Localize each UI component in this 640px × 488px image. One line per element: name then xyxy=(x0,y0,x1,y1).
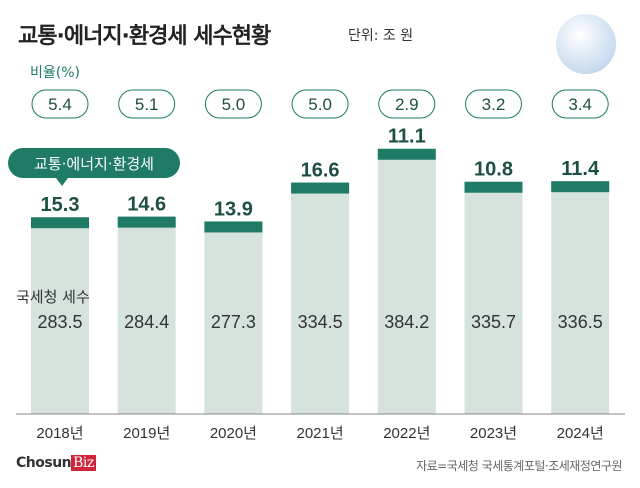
total-series-label: 국세청 세수 xyxy=(16,288,90,306)
tax-value-label: 11.4 xyxy=(561,158,600,180)
total-value-label: 334.5 xyxy=(298,312,343,332)
x-tick-label: 2023년 xyxy=(470,425,517,442)
bar-total xyxy=(204,225,263,414)
tax-value-label: 13.9 xyxy=(214,198,253,220)
legend-tag-pointer xyxy=(56,178,68,186)
total-value-label: 384.2 xyxy=(384,312,429,332)
total-value-label: 335.7 xyxy=(471,312,516,332)
chart-title: 교통·에너지·환경세 세수현황 xyxy=(18,24,271,49)
x-tick-label: 2022년 xyxy=(383,425,430,442)
bar-tax-cap xyxy=(291,182,350,194)
x-tick-label: 2018년 xyxy=(36,425,83,442)
tax-value-label: 15.3 xyxy=(41,194,80,216)
total-value-label: 336.5 xyxy=(558,312,603,332)
legend-tag-bg xyxy=(8,148,180,178)
x-tick-label: 2021년 xyxy=(297,425,344,442)
ratio-pill xyxy=(204,89,262,119)
x-tick-label: 2020년 xyxy=(210,425,257,442)
total-value-label: 277.3 xyxy=(211,312,256,332)
x-tick-label: 2019년 xyxy=(123,425,170,442)
ratio-value: 5.1 xyxy=(135,95,159,114)
bar-tax-cap xyxy=(464,181,523,193)
bar-total xyxy=(31,221,89,414)
ratio-value: 2.9 xyxy=(395,95,419,114)
bar-tax-cap xyxy=(204,221,263,233)
ratio-value: 3.4 xyxy=(568,95,592,114)
total-value-label: 283.5 xyxy=(37,312,82,332)
ratio-value: 5.0 xyxy=(222,95,246,114)
ratio-value: 5.0 xyxy=(308,95,332,114)
bar-tax-cap xyxy=(117,216,176,228)
bar-total xyxy=(291,186,350,414)
tax-value-label: 16.6 xyxy=(301,160,340,182)
unit-label: 단위: 조 원 xyxy=(348,28,414,44)
total-value-label: 284.4 xyxy=(124,312,169,332)
globe-recycle-icon xyxy=(556,14,616,74)
ratio-pill xyxy=(291,89,349,119)
bar-tax-cap xyxy=(551,181,610,193)
ratio-pill xyxy=(465,89,522,119)
bar-total xyxy=(464,185,523,414)
tax-value-label: 10.8 xyxy=(474,159,513,181)
ratio-pill xyxy=(31,89,89,119)
tax-value-label: 14.6 xyxy=(127,194,166,216)
ratio-pill xyxy=(378,89,436,119)
bar-total xyxy=(117,220,176,414)
bar-total xyxy=(377,152,436,414)
ratio-value: 3.2 xyxy=(482,95,506,114)
legend-tag-label: 교통·에너지·환경세 xyxy=(34,155,154,173)
ratio-value: 5.4 xyxy=(48,95,72,114)
bar-tax-cap xyxy=(377,148,436,160)
ratio-pill xyxy=(551,89,609,119)
bar-total xyxy=(551,185,610,414)
source-note: 자료=국세청 국세통계포털·조세재정연구원 xyxy=(416,459,622,473)
logo-main: Chosun xyxy=(16,455,72,471)
logo-accent: Biz xyxy=(71,455,96,471)
bar-tax-cap xyxy=(31,217,89,229)
logo: Chosun Biz xyxy=(16,455,96,471)
x-tick-label: 2024년 xyxy=(557,425,604,442)
tax-value-label: 11.1 xyxy=(388,126,426,148)
ratio-label: 비율(%) xyxy=(30,65,80,81)
ratio-pill xyxy=(118,89,176,119)
